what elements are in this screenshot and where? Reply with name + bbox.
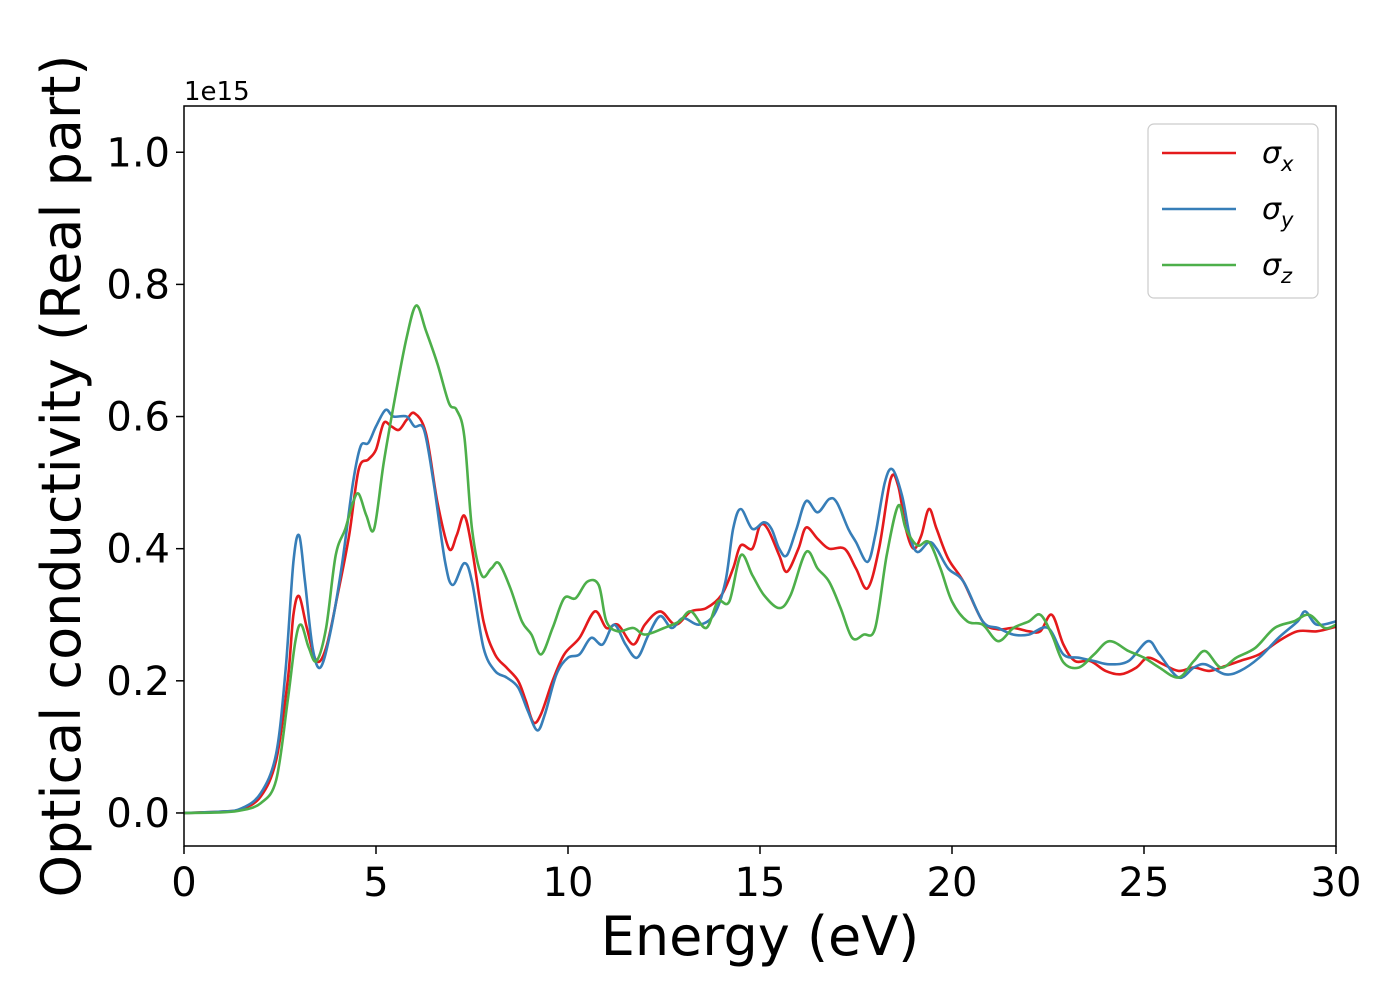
x-tick-label: 0 bbox=[171, 860, 196, 906]
y-offset-text: 1e15 bbox=[184, 77, 250, 107]
series-line-y bbox=[184, 408, 1336, 815]
y-tick-label: 0.0 bbox=[106, 791, 170, 837]
y-tick-label: 0.8 bbox=[106, 262, 170, 308]
y-tick-label: 0.2 bbox=[106, 659, 170, 705]
x-axis: 0 5 10 15 20 25 30 bbox=[171, 846, 1361, 906]
x-tick-label: 5 bbox=[363, 860, 388, 906]
x-tick-label: 15 bbox=[735, 860, 786, 906]
x-axis-label: Energy (eV) bbox=[601, 905, 920, 968]
plot-lines bbox=[184, 304, 1336, 815]
y-tick-label: 0.6 bbox=[106, 395, 170, 441]
series-line-x bbox=[184, 411, 1336, 815]
legend-label-y: σy bbox=[1262, 192, 1294, 232]
series-line-z bbox=[184, 304, 1336, 815]
x-tick-label: 20 bbox=[927, 860, 978, 906]
y-axis: 0.0 0.2 0.4 0.6 0.8 1.0 bbox=[106, 130, 184, 837]
y-tick-label: 0.4 bbox=[106, 527, 170, 573]
legend: σx σy σz bbox=[1147, 123, 1319, 299]
legend-label-x: σx bbox=[1262, 136, 1294, 176]
y-tick-label: 1.0 bbox=[106, 130, 170, 176]
x-tick-label: 25 bbox=[1119, 860, 1170, 906]
x-tick-label: 30 bbox=[1311, 860, 1362, 906]
y-axis-label: Optical conductivity (Real part) bbox=[30, 55, 93, 898]
legend-label-z: σz bbox=[1262, 248, 1293, 288]
x-tick-label: 10 bbox=[543, 860, 594, 906]
legend-box bbox=[1147, 123, 1319, 299]
